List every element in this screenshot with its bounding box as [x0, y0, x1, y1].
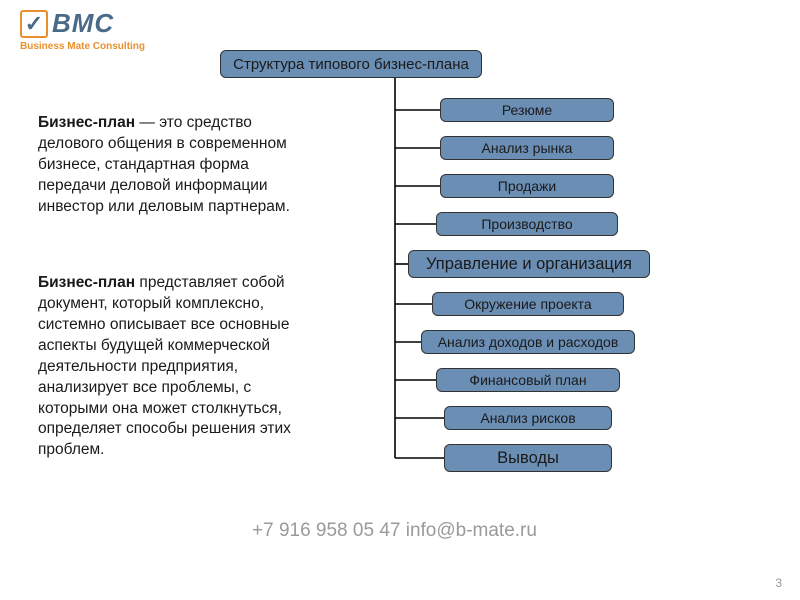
diagram-node-label: Управление и организация	[426, 255, 632, 274]
logo-check-icon: ✓	[20, 10, 48, 38]
diagram-node-label: Выводы	[497, 449, 559, 468]
logo-abbr: BMC	[52, 8, 114, 39]
paragraph-2: Бизнес-план представляет собой документ,…	[38, 273, 318, 461]
contact-info: +7 916 958 05 47 info@b-mate.ru	[252, 520, 537, 542]
diagram-root: Структура типового бизнес-плана	[220, 50, 482, 78]
paragraph-2-bold: Бизнес-план	[38, 274, 135, 291]
paragraph-1: Бизнес-план — это средство делового обще…	[38, 113, 318, 218]
logo-tagline: Business Mate Consulting	[20, 41, 145, 52]
diagram-node: Производство	[436, 212, 618, 236]
logo-top: ✓ BMC	[20, 8, 145, 39]
diagram-node-label: Финансовый план	[469, 372, 586, 388]
diagram-node: Окружение проекта	[432, 292, 624, 316]
diagram-node-label: Анализ рисков	[480, 410, 575, 426]
diagram-node: Анализ рисков	[444, 406, 612, 430]
diagram-node-label: Анализ рынка	[482, 140, 573, 156]
paragraph-1-bold: Бизнес-план	[38, 114, 135, 131]
diagram-node-label: Продажи	[498, 178, 556, 194]
logo: ✓ BMC Business Mate Consulting	[20, 8, 145, 52]
diagram-node: Выводы	[444, 444, 612, 472]
diagram-node: Управление и организация	[408, 250, 650, 278]
paragraph-2-rest: представляет собой документ, который ком…	[38, 274, 291, 458]
diagram-node: Продажи	[440, 174, 614, 198]
diagram-node-label: Окружение проекта	[464, 296, 591, 312]
diagram-node-label: Анализ доходов и расходов	[438, 334, 619, 350]
page-number: 3	[775, 576, 782, 590]
diagram-node: Резюме	[440, 98, 614, 122]
diagram-root-label: Структура типового бизнес-плана	[233, 56, 469, 73]
diagram-node-label: Резюме	[502, 102, 552, 118]
diagram-node: Финансовый план	[436, 368, 620, 392]
diagram-node-label: Производство	[481, 216, 572, 232]
diagram-node: Анализ рынка	[440, 136, 614, 160]
diagram-node: Анализ доходов и расходов	[421, 330, 635, 354]
